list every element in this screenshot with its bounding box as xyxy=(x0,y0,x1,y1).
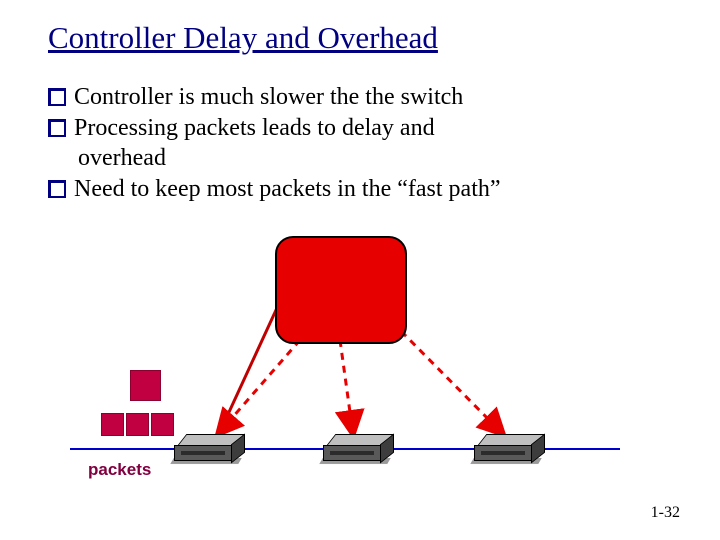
bullet-item: Processing packets leads to delay and xyxy=(48,113,658,144)
bullet-square-icon xyxy=(48,88,66,106)
bullet-text: Need to keep most packets in the “fast p… xyxy=(74,176,501,202)
bullet-text: overhead xyxy=(78,145,166,171)
slide: Controller Delay and Overhead Controller… xyxy=(0,0,720,540)
bullet-continuation: overhead xyxy=(78,143,658,174)
bullet-text: Processing packets leads to delay and xyxy=(74,115,435,141)
packet-square xyxy=(101,413,124,436)
bullet-square-icon xyxy=(48,180,66,198)
arrow-down-dashed xyxy=(392,322,503,434)
switch-icon xyxy=(330,434,386,460)
packet-square xyxy=(151,413,174,436)
bullet-item: Controller is much slower the the switch xyxy=(48,82,658,113)
packet-square xyxy=(126,413,149,436)
slide-title: Controller Delay and Overhead xyxy=(48,20,438,56)
arrow-down-dashed xyxy=(340,340,353,434)
bullet-item: Need to keep most packets in the “fast p… xyxy=(48,174,658,205)
bullet-list: Controller is much slower the the switch… xyxy=(48,82,658,205)
switch-icon xyxy=(181,434,237,460)
packet-square-large xyxy=(130,370,161,401)
switch-icon xyxy=(481,434,537,460)
packets-label: packets xyxy=(88,460,151,480)
page-number: 1-32 xyxy=(651,504,680,522)
bullet-text: Controller is much slower the the switch xyxy=(74,84,463,110)
arrow-down-dashed xyxy=(218,340,300,434)
controller-box xyxy=(275,236,407,344)
bullet-square-icon xyxy=(48,119,66,137)
